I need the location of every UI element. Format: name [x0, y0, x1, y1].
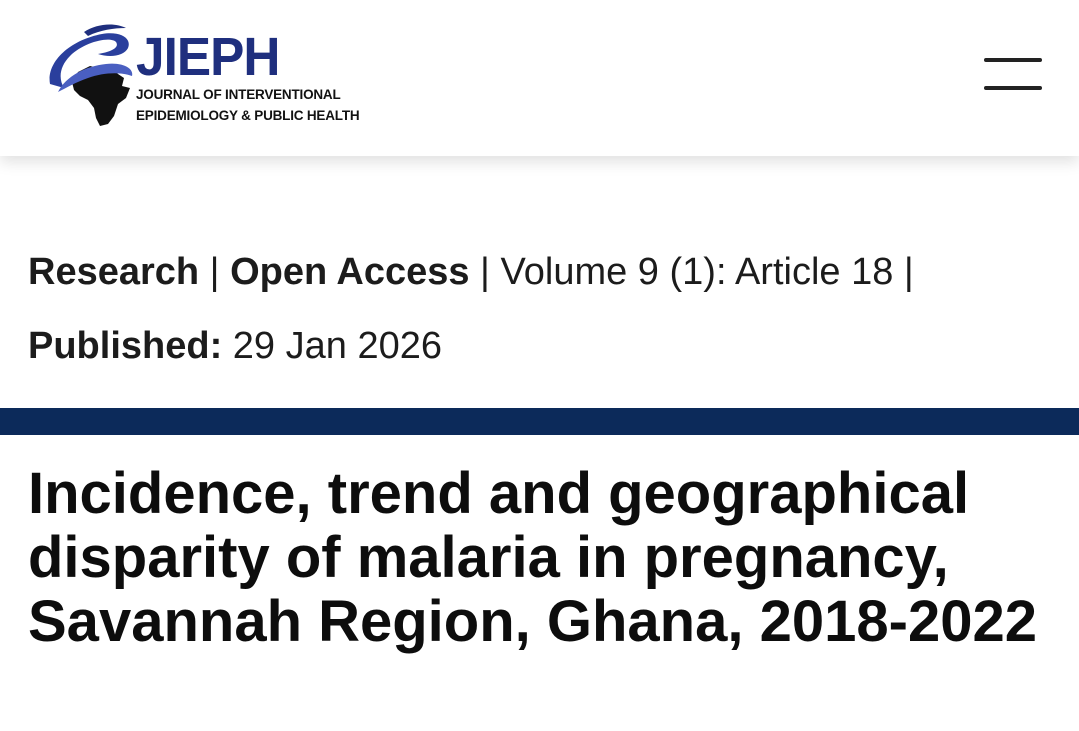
meta-separator: | — [199, 251, 231, 293]
article-title: Incidence, trend and geographical dispar… — [28, 461, 1037, 654]
menu-bar-top — [984, 58, 1042, 62]
access-type: Open Access — [230, 251, 470, 293]
published-label: Published: — [28, 325, 223, 367]
hamburger-menu-icon[interactable] — [982, 56, 1044, 96]
volume-info: Volume 9 (1): Article 18 | — [500, 251, 914, 293]
logo-subtitle-line1: JOURNAL OF INTERVENTIONAL — [136, 87, 341, 102]
site-header: JIEPH JOURNAL OF INTERVENTIONAL EPIDEMIO… — [0, 0, 1079, 156]
article-meta-line: Research | Open Access | Volume 9 (1): A… — [28, 246, 914, 298]
meta-separator: | — [469, 251, 501, 293]
article-type: Research — [28, 251, 200, 293]
logo-acronym: JIEPH — [136, 27, 280, 87]
published-line: Published: 29 Jan 2026 — [28, 320, 442, 372]
menu-bar-bottom — [984, 86, 1042, 90]
africa-swoosh-logo-icon — [49, 24, 133, 126]
logo-subtitle-line2: EPIDEMIOLOGY & PUBLIC HEALTH — [136, 108, 360, 123]
journal-logo[interactable]: JIEPH JOURNAL OF INTERVENTIONAL EPIDEMIO… — [44, 22, 360, 132]
published-date: 29 Jan 2026 — [222, 325, 442, 367]
section-divider — [0, 408, 1079, 435]
